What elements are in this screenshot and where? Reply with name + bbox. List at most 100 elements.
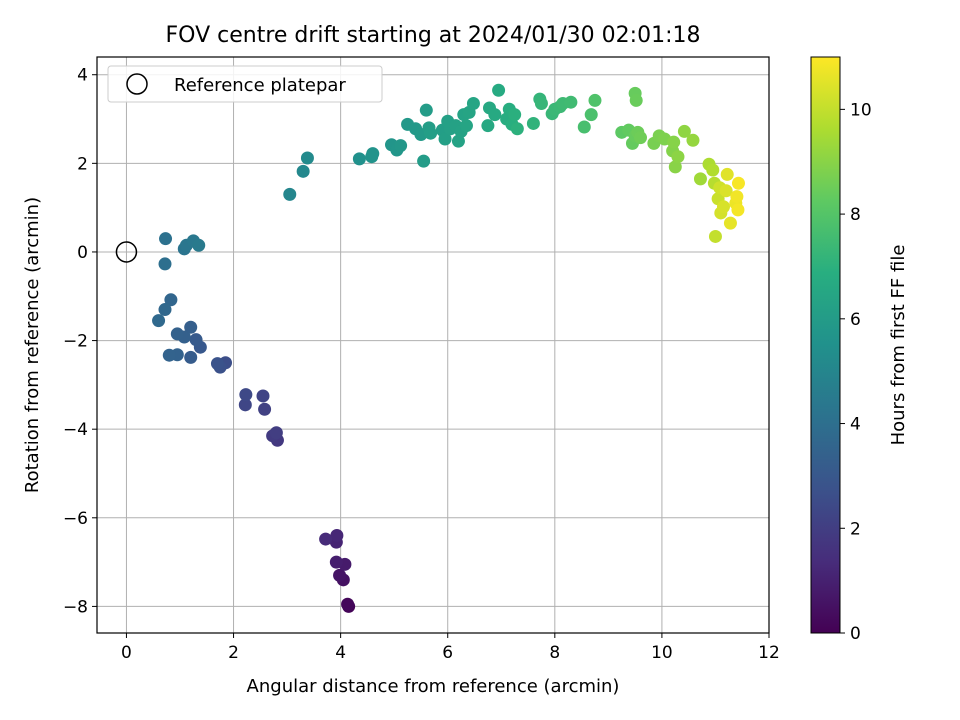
y-axis-ticks: −8 −6 −4 −2 0 2 4	[63, 66, 97, 617]
data-point	[671, 150, 685, 164]
y-tick-label: 2	[77, 154, 88, 174]
data-point	[686, 133, 700, 147]
data-point	[510, 122, 524, 136]
data-point	[296, 164, 310, 178]
data-point	[730, 190, 744, 204]
x-tick-label: 0	[121, 643, 132, 663]
data-point	[159, 232, 173, 246]
data-point	[731, 176, 745, 190]
data-point	[693, 172, 707, 186]
colorbar-tick-label: 6	[850, 310, 861, 330]
data-point	[366, 147, 380, 161]
y-tick-label: −4	[63, 420, 88, 440]
y-tick-label: 0	[77, 243, 88, 263]
data-point	[184, 350, 198, 364]
data-point	[330, 529, 344, 543]
data-point	[577, 120, 591, 134]
reference-marker-icon	[126, 73, 148, 95]
data-point	[329, 555, 343, 569]
x-tick-label: 8	[549, 643, 560, 663]
data-point	[706, 163, 720, 177]
data-point	[677, 124, 691, 138]
grid-lines	[97, 57, 770, 633]
data-point	[162, 348, 176, 362]
colorbar-tick-label: 8	[850, 205, 861, 225]
data-point	[419, 103, 433, 117]
data-point	[716, 200, 730, 214]
data-point	[164, 293, 178, 307]
data-point	[158, 257, 172, 271]
colorbar-tick-label: 4	[850, 415, 861, 435]
y-axis-label: Rotation from reference (arcmin)	[22, 197, 43, 493]
data-point	[189, 333, 203, 347]
data-point	[269, 426, 283, 440]
data-point	[333, 568, 347, 582]
data-point	[300, 151, 314, 165]
data-point	[170, 327, 184, 341]
data-point	[258, 402, 272, 416]
data-point	[588, 93, 602, 107]
legend-box	[107, 65, 383, 103]
y-tick-label: 4	[77, 66, 88, 86]
data-point	[341, 597, 355, 611]
colorbar-label: Hours from first FF file	[888, 245, 909, 446]
data-point	[238, 398, 252, 412]
y-tick-label: −2	[63, 332, 88, 352]
data-point	[564, 95, 578, 109]
data-point	[584, 108, 598, 122]
data-point	[283, 187, 297, 201]
colorbar-tick-label: 10	[850, 100, 872, 120]
data-point	[466, 97, 480, 111]
data-point	[488, 108, 502, 122]
data-point	[667, 135, 681, 149]
data-point	[708, 229, 722, 243]
x-axis-label: Angular distance from reference (arcmin)	[247, 676, 620, 697]
data-point	[192, 238, 206, 252]
data-point	[723, 216, 737, 230]
data-point	[492, 83, 506, 97]
data-point	[239, 388, 253, 402]
data-point	[459, 119, 473, 133]
data-points	[152, 83, 745, 613]
colorbar-tick-label: 2	[850, 519, 861, 539]
legend: Reference platepar	[107, 65, 383, 103]
chart-title: FOV centre drift starting at 2024/01/30 …	[166, 23, 701, 48]
plot-frame	[96, 56, 770, 634]
data-point	[508, 108, 522, 122]
x-tick-label: 4	[335, 643, 346, 663]
data-point	[668, 160, 682, 174]
data-point	[719, 184, 733, 198]
data-point	[438, 132, 452, 146]
y-tick-label: −8	[63, 597, 88, 617]
data-point	[633, 131, 647, 145]
colorbar-gradient	[810, 56, 841, 634]
colorbar-tick-label: 0	[850, 624, 861, 644]
data-point	[731, 203, 745, 217]
data-point	[184, 320, 198, 334]
data-point	[629, 93, 643, 107]
data-point	[451, 134, 465, 148]
x-tick-label: 12	[758, 643, 780, 663]
data-point	[319, 532, 333, 546]
data-point	[158, 303, 172, 317]
data-point	[534, 97, 548, 111]
reference-point	[115, 241, 138, 263]
x-tick-label: 10	[651, 643, 673, 663]
data-point	[210, 357, 224, 371]
data-point	[152, 314, 166, 328]
colorbar-ticks: 0 2 4 6 8 10	[840, 100, 872, 644]
data-point	[720, 167, 734, 181]
legend-label: Reference platepar	[174, 75, 346, 96]
colorbar: 0 2 4 6 8 10 Hours from first FF file	[810, 56, 909, 644]
y-tick-label: −6	[63, 509, 88, 529]
x-axis-ticks: 0 2 4 6 8 10 12	[121, 633, 780, 663]
data-point	[352, 152, 366, 166]
data-point	[256, 389, 270, 403]
x-tick-label: 6	[442, 643, 453, 663]
data-point	[394, 139, 408, 153]
data-point	[417, 154, 431, 168]
data-point	[424, 126, 438, 140]
data-point	[526, 116, 540, 130]
data-point	[481, 119, 495, 133]
